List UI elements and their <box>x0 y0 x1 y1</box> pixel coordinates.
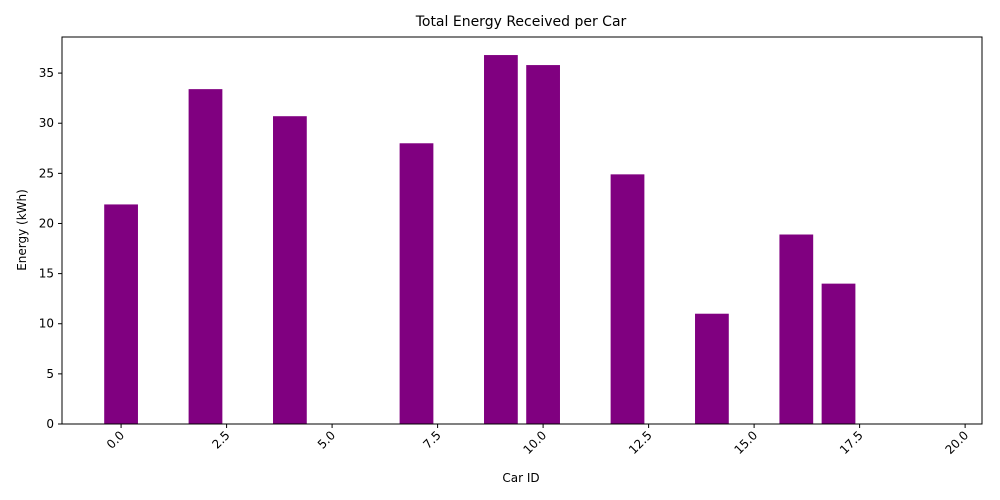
bar-car-16 <box>779 234 814 424</box>
y-tick-label: 20 <box>39 216 54 230</box>
bar-car-9 <box>484 55 518 424</box>
y-tick-label: 35 <box>39 66 54 80</box>
y-tick-label: 15 <box>39 267 54 281</box>
bar-car-4 <box>273 116 307 425</box>
y-axis-label: Energy (kWh) <box>15 189 29 271</box>
y-tick-label: 25 <box>39 166 54 180</box>
plot-area <box>104 55 856 425</box>
bar-car-2 <box>188 89 223 425</box>
x-tick-label: 17.5 <box>837 428 866 457</box>
x-tick-label: 0.0 <box>104 428 127 451</box>
x-tick-label: 7.5 <box>420 428 443 451</box>
x-tick-label: 2.5 <box>209 428 232 451</box>
plot-frame <box>61 36 983 425</box>
x-tick-label: 5.0 <box>315 428 338 451</box>
x-axis-label: Car ID <box>502 471 539 485</box>
x-tick-label: 10.0 <box>520 428 549 457</box>
y-tick-label: 0 <box>46 417 54 431</box>
x-tick-label: 12.5 <box>626 428 655 457</box>
x-tick-label: 15.0 <box>731 428 760 457</box>
y-tick-label: 5 <box>46 367 54 381</box>
bar-car-10 <box>526 65 560 424</box>
y-tick-label: 10 <box>39 317 54 331</box>
x-tick-label: 20.0 <box>942 428 971 457</box>
chart-title: Total Energy Received per Car <box>415 14 627 30</box>
bar-car-14 <box>695 313 729 424</box>
y-axis: 0 5 10 15 20 25 30 35 <box>39 66 62 431</box>
bar-car-12 <box>610 174 645 424</box>
y-tick-label: 30 <box>39 116 54 130</box>
x-axis: 0.0 2.5 5.0 7.5 10.0 12.5 15.0 17.5 20.0 <box>104 424 971 457</box>
bar-car-7 <box>399 143 434 425</box>
bar-car-0 <box>104 204 138 424</box>
bar-car-17 <box>821 283 856 424</box>
